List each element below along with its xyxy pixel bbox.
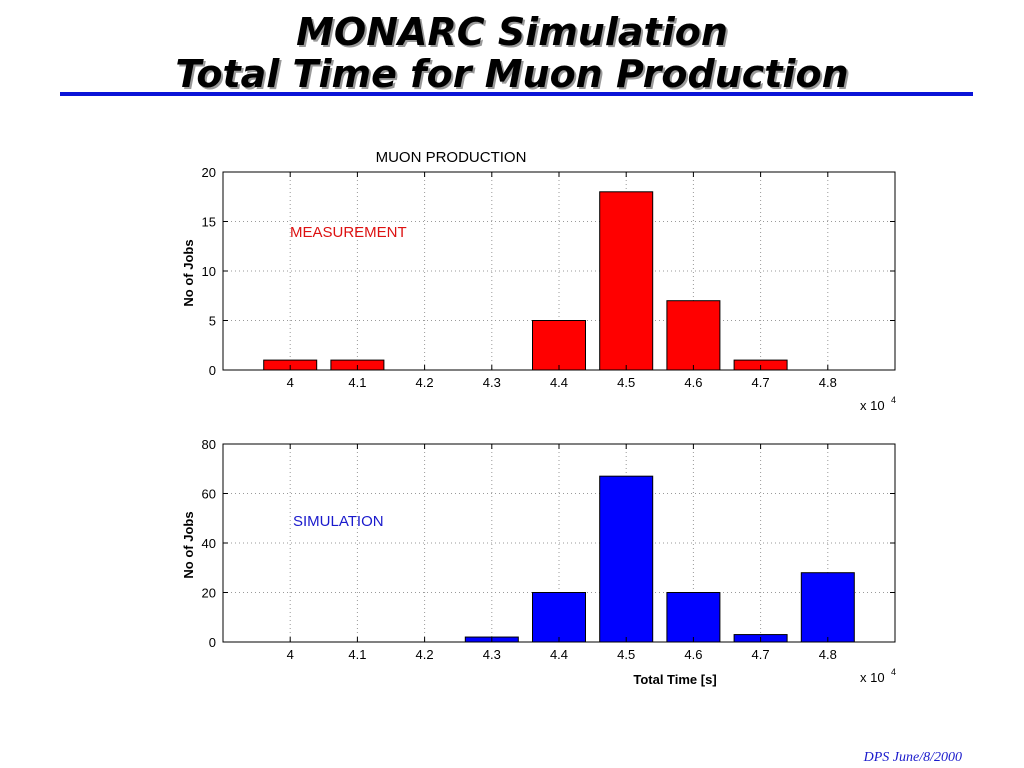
x-tick-label: 4.7 (752, 647, 770, 662)
x-tick-label: 4.8 (819, 375, 837, 390)
y-tick-label: 20 (202, 165, 216, 180)
bar (666, 300, 721, 371)
slide-title-line1: MONARC Simulation (296, 10, 728, 54)
y-axis-label: No of Jobs (181, 239, 196, 306)
bar (532, 592, 586, 643)
y-axis-label: No of Jobs (181, 511, 196, 578)
y-tick-label: 40 (202, 536, 216, 551)
bar (800, 572, 855, 643)
bar (532, 320, 586, 371)
x-tick-label: 4.1 (348, 647, 366, 662)
x-tick-label: 4 (287, 647, 294, 662)
chart-title: MUON PRODUCTION (376, 149, 527, 166)
x-tick-label: 4 (287, 375, 294, 390)
x-tick-label: 4.5 (617, 375, 635, 390)
x-tick-label: 4.7 (752, 375, 770, 390)
y-tick-label: 0 (209, 635, 216, 650)
chart-simulation: 4 4.1 4.2 4.3 4.4 4.5 4.6 4.7 4.8 0 20 40 60 80 No of … (181, 437, 896, 687)
x-tick-label: 4.2 (416, 375, 434, 390)
x-tick-label: 4.1 (348, 375, 366, 390)
x-tick-label: 4.8 (819, 647, 837, 662)
x-multiplier: x 10 (860, 670, 885, 685)
x-tick-label: 4.4 (550, 647, 568, 662)
x-multiplier: x 10 (860, 398, 885, 413)
series-annotation: MEASUREMENT (290, 224, 407, 241)
x-tick-label: 4.6 (684, 647, 702, 662)
bar (599, 475, 654, 643)
y-tick-label: 5 (209, 314, 216, 329)
x-multiplier-exponent: 4 (891, 667, 896, 677)
y-tick-label: 0 (209, 363, 216, 378)
x-tick-label: 4.4 (550, 375, 568, 390)
x-tick-label: 4.5 (617, 647, 635, 662)
x-tick-label: 4.3 (483, 647, 501, 662)
chart-measurement: 4 4.1 4.2 4.3 4.4 4.5 4.6 4.7 4.8 0 5 10 15 20 MUON PR… (181, 149, 896, 413)
footer-date: DPS June/8/2000 (863, 750, 962, 765)
y-tick-label: 60 (202, 487, 216, 502)
x-axis-label: Total Time [s] (633, 672, 716, 687)
bar (666, 592, 721, 643)
slide-title-line2: Total Time for Muon Production (175, 52, 849, 96)
x-tick-label: 4.6 (684, 375, 702, 390)
series-annotation: SIMULATION (293, 513, 384, 530)
x-tick-label: 4.2 (416, 647, 434, 662)
y-tick-label: 15 (202, 215, 216, 230)
x-multiplier-exponent: 4 (891, 395, 896, 405)
y-tick-label: 10 (202, 264, 216, 279)
x-tick-label: 4.3 (483, 375, 501, 390)
y-tick-label: 20 (202, 586, 216, 601)
title-rule (60, 92, 973, 96)
bar (599, 191, 654, 371)
y-tick-label: 80 (202, 437, 216, 452)
